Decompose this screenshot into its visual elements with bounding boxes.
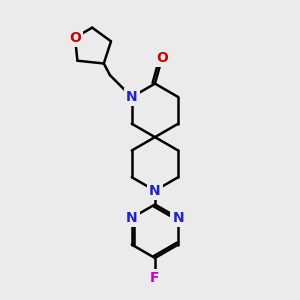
Text: N: N [126, 211, 138, 225]
Text: O: O [156, 51, 168, 65]
Text: O: O [69, 31, 81, 45]
Text: N: N [172, 211, 184, 225]
Text: N: N [149, 184, 161, 198]
Text: F: F [150, 271, 160, 285]
Text: N: N [126, 90, 138, 104]
